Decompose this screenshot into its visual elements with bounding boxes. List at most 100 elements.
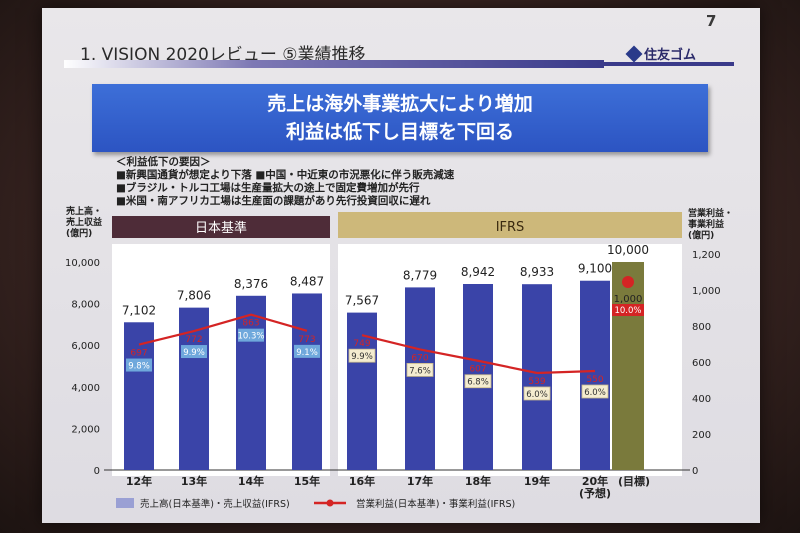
right-tick-label: 400 [692, 394, 711, 405]
x-category-label: 20年(予想) [579, 474, 611, 500]
margin-badge [406, 362, 434, 377]
sales-value-label: 8,933 [520, 265, 554, 279]
x-category-label: 16年 [349, 474, 375, 488]
right-tick-label: 600 [692, 358, 711, 369]
margin-label: 9.1% [296, 348, 318, 358]
right-tick-label: 0 [692, 466, 698, 477]
x-category-label: 14年 [238, 474, 264, 488]
profit-line [138, 313, 308, 346]
legend-label-sales: 売上高(日本基準)・売上収益(IFRS) [140, 498, 290, 510]
margin-badge [238, 328, 264, 342]
x-category-label: (目標) [618, 474, 650, 488]
left-axis-label: 売上高・売上収益(億円) [66, 205, 102, 239]
reason-item: ■米国・南アフリカ工場は生産面の課題があり先行投資回収に遅れ [116, 195, 431, 207]
sales-bar [124, 322, 154, 470]
left-tick-label: 8,000 [71, 300, 100, 311]
left-tick-label: 10,000 [65, 258, 100, 269]
margin-badge [126, 358, 152, 372]
x-category-label: 19年 [524, 474, 550, 488]
margin-label: 10.0% [614, 306, 641, 316]
profit-value-label: 772 [185, 335, 202, 345]
headline-box: 売上は海外事業拡大により増加 利益は低下し目標を下回る [92, 84, 708, 152]
sales-value-label: 9,100 [578, 262, 612, 276]
reason-item: ■ブラジル・トルコ工場は生産量拡大の途上で固定費増加が先行 [116, 182, 420, 194]
right-tick-label: 800 [692, 322, 711, 333]
target-bar [612, 262, 644, 470]
x-category-label: 12年 [126, 474, 152, 488]
margin-label: 7.6% [409, 366, 431, 376]
sales-value-label: 10,000 [607, 243, 649, 257]
header-japan-gaap-label: 日本基準 [195, 220, 247, 236]
margin-badge [464, 374, 492, 389]
x-category-label: 18年 [465, 474, 491, 488]
profit-target-point [622, 276, 634, 288]
margin-label: 6.0% [526, 390, 548, 400]
sales-value-label: 8,376 [234, 277, 268, 291]
x-category-label: 15年 [294, 474, 320, 488]
sales-value-label: 8,942 [461, 265, 495, 279]
sales-value-label: 7,806 [177, 289, 211, 303]
profit-value-label: 670 [411, 353, 428, 363]
title-rule [64, 60, 604, 68]
sales-bar [522, 284, 552, 470]
profit-value-label: 749 [353, 339, 370, 349]
right-axis-label: 営業利益・事業利益(億円) [688, 207, 733, 241]
sales-bar [580, 280, 610, 470]
margin-label: 10.3% [237, 332, 264, 342]
legend-swatch-sales [116, 498, 134, 508]
sales-bar [347, 312, 377, 470]
sales-bar [405, 287, 435, 470]
right-tick-label: 1,000 [692, 286, 721, 297]
left-tick-label: 6,000 [71, 341, 100, 352]
headline-line-2: 利益は低下し目標を下回る [285, 121, 514, 143]
left-tick-label: 0 [94, 466, 100, 477]
reasons-title: ＜利益低下の要因＞ [116, 156, 211, 168]
header-japan-gaap [112, 216, 330, 238]
profit-line [361, 334, 596, 375]
sales-value-label: 7,102 [122, 303, 156, 317]
header-ifrs-label: IFRS [496, 220, 525, 235]
margin-label: 9.9% [351, 352, 373, 362]
profit-value-label: 697 [130, 349, 147, 359]
sales-value-label: 8,779 [403, 268, 437, 282]
margin-label: 9.9% [183, 348, 205, 358]
profit-value-label: 1,000 [614, 294, 643, 305]
left-tick-label: 4,000 [71, 383, 100, 394]
reason-item: ■新興国通貨が想定より下落 ■中国・中近東の市況悪化に伴う販売減速 [116, 169, 455, 181]
margin-badge [581, 384, 609, 399]
sales-bar [236, 295, 266, 470]
title-rule-right [604, 62, 734, 66]
sales-bar [292, 293, 322, 470]
margin-badge [294, 344, 320, 358]
headline-line-1: 売上は海外事業拡大により増加 [267, 93, 533, 115]
margin-badge [181, 345, 207, 359]
legend-label-profit: 営業利益(日本基準)・事業利益(IFRS) [356, 498, 515, 510]
margin-badge [523, 386, 551, 401]
reasons-list: ＜利益低下の要因＞ ■新興国通貨が想定より下落 ■中国・中近東の市況悪化に伴う販… [116, 156, 454, 208]
margin-badge-target [612, 304, 644, 316]
right-tick-label: 1,200 [692, 250, 721, 261]
profit-value-label: 607 [469, 365, 486, 375]
sales-bar [179, 307, 209, 470]
page-number: 7 [706, 12, 717, 30]
header-ifrs [338, 212, 682, 238]
profit-value-label: 863 [242, 319, 259, 329]
profit-value-label: 539 [528, 377, 545, 387]
x-category-label: 17年 [407, 474, 433, 488]
right-tick-label: 200 [692, 430, 711, 441]
profit-value-label: 773 [298, 335, 315, 345]
legend-marker-profit [326, 499, 334, 507]
profit-value-label: 550 [586, 375, 603, 385]
margin-label: 6.0% [584, 388, 606, 398]
margin-label: 6.8% [467, 378, 489, 388]
margin-badge [348, 348, 376, 363]
x-category-label: 13年 [181, 474, 207, 488]
sales-value-label: 8,487 [290, 274, 324, 288]
left-tick-label: 2,000 [71, 424, 100, 435]
sales-value-label: 7,567 [345, 294, 379, 308]
margin-label: 9.8% [128, 362, 150, 372]
logo-text: 住友ゴム [644, 48, 697, 63]
company-logo: 住友ゴム [625, 44, 697, 63]
